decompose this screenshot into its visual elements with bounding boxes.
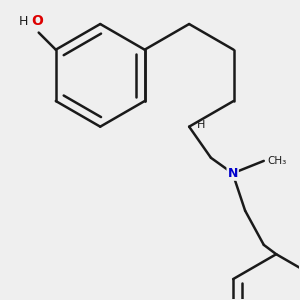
Text: CH₃: CH₃ — [267, 156, 286, 166]
Text: H: H — [197, 120, 206, 130]
Text: H: H — [19, 15, 28, 28]
Text: O: O — [31, 14, 43, 28]
Text: N: N — [227, 167, 238, 180]
